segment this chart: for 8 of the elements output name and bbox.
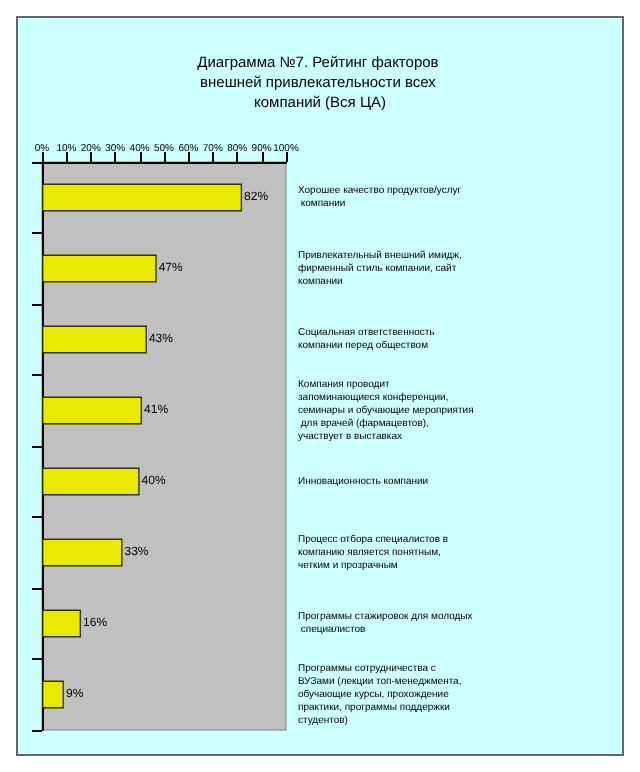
bar	[42, 467, 140, 496]
bar	[42, 538, 123, 567]
bar	[42, 183, 243, 212]
bar	[42, 325, 147, 354]
bar	[42, 680, 64, 709]
bar	[42, 609, 82, 638]
bar	[42, 396, 143, 425]
bar	[42, 254, 157, 283]
